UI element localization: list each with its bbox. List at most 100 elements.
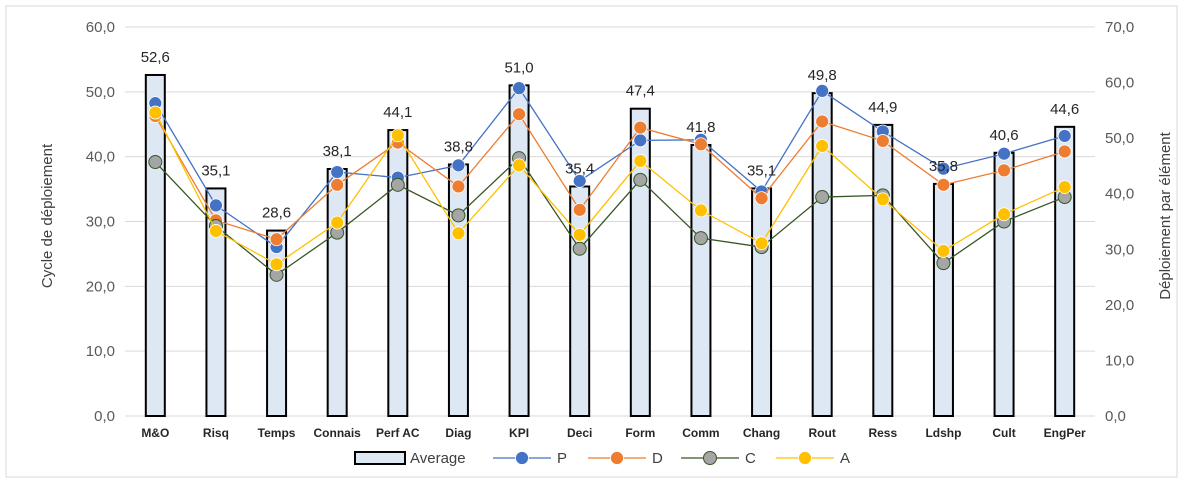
left-tick-label: 0,0 xyxy=(94,408,115,425)
bar-average xyxy=(751,187,773,417)
legend-label-c: C xyxy=(745,450,756,467)
legend-marker xyxy=(515,451,529,465)
point-a xyxy=(572,227,587,242)
legend-label-d: D xyxy=(652,450,663,467)
category-label: KPI xyxy=(509,426,529,440)
point-a xyxy=(875,192,890,207)
point-p xyxy=(997,146,1011,161)
point-a xyxy=(815,139,830,153)
legend-swatch-average xyxy=(354,451,406,465)
bar-value-label: 35,8 xyxy=(929,158,958,175)
legend-item-p: P xyxy=(493,450,567,467)
point-d xyxy=(269,232,284,247)
point-d xyxy=(572,202,587,217)
point-d xyxy=(694,137,708,152)
bar-average xyxy=(508,84,530,417)
line-series-d xyxy=(148,107,1072,247)
line-series-group xyxy=(148,81,1072,282)
category-label: Connais xyxy=(314,426,362,440)
right-tick-label: 0,0 xyxy=(1105,408,1126,425)
right-tick-label: 50,0 xyxy=(1105,130,1134,147)
point-a xyxy=(148,105,163,120)
category-label: Perf AC xyxy=(376,426,420,440)
right-tick-label: 20,0 xyxy=(1105,297,1134,314)
category-label: Form xyxy=(625,426,655,440)
point-c xyxy=(451,208,466,223)
line-series-a xyxy=(148,105,1072,272)
right-tick-label: 40,0 xyxy=(1105,186,1134,203)
point-d xyxy=(330,177,345,192)
point-p xyxy=(209,198,223,213)
point-c xyxy=(815,190,830,205)
point-d xyxy=(815,114,830,129)
point-c xyxy=(693,231,708,246)
point-p xyxy=(815,84,830,98)
right-tick-label: 10,0 xyxy=(1105,352,1134,369)
point-c xyxy=(633,172,648,187)
bar-value-label: 51,0 xyxy=(504,59,533,76)
bar-average xyxy=(872,123,894,417)
right-tick-label: 70,0 xyxy=(1105,19,1134,36)
right-axis-title: Déploiement par élément xyxy=(1157,131,1174,299)
category-label: Temps xyxy=(258,426,296,440)
point-a xyxy=(694,203,708,218)
bar-value-label: 35,1 xyxy=(201,162,230,179)
point-a xyxy=(633,154,648,168)
bar-value-label: 49,8 xyxy=(808,67,837,84)
bar-value-label: 28,6 xyxy=(262,205,291,222)
bar-value-label: 38,1 xyxy=(323,143,352,160)
left-tick-label: 50,0 xyxy=(86,84,115,101)
axes: 0,0 10,0 20,0 30,0 40,0 50,0 60,0 0,0 10,0 20,0 30… xyxy=(86,19,1134,440)
legend: Average P D C A xyxy=(354,450,850,467)
category-label: Cult xyxy=(992,426,1015,440)
category-label: Chang xyxy=(743,426,780,440)
left-tick-label: 40,0 xyxy=(86,149,115,166)
legend-label-p: P xyxy=(557,450,567,467)
series-line xyxy=(154,87,1065,248)
point-a xyxy=(330,215,345,230)
legend-item-d: D xyxy=(588,450,663,467)
point-a xyxy=(1057,180,1072,194)
point-d xyxy=(451,179,466,194)
left-axis-title: Cycle de déploiement xyxy=(39,143,56,288)
legend-marker xyxy=(703,451,717,465)
point-p xyxy=(512,81,526,96)
point-p xyxy=(572,174,587,188)
bar-average xyxy=(205,187,227,417)
point-d xyxy=(754,191,769,206)
point-a xyxy=(754,236,769,251)
bar-value-label: 44,9 xyxy=(868,99,897,116)
point-a xyxy=(936,244,951,258)
point-d xyxy=(875,134,890,148)
bar-value-label: 44,1 xyxy=(383,104,412,121)
chart-border xyxy=(5,5,1178,478)
point-a xyxy=(209,224,223,238)
bar-value-label: 40,6 xyxy=(989,127,1018,144)
point-d xyxy=(997,163,1011,178)
point-p xyxy=(1057,129,1072,143)
legend-marker xyxy=(798,451,812,465)
legend-item-a: A xyxy=(776,450,850,467)
point-p xyxy=(633,133,648,148)
left-tick-label: 60,0 xyxy=(86,19,115,36)
point-d xyxy=(1057,144,1072,159)
point-a xyxy=(451,226,466,241)
bar-value-label: 41,8 xyxy=(686,119,715,136)
bar-average xyxy=(993,151,1015,417)
left-tick-label: 20,0 xyxy=(86,278,115,295)
bar-average xyxy=(1054,125,1076,418)
bar-value-label: 38,8 xyxy=(444,138,473,155)
bar-value-label: 47,4 xyxy=(626,83,655,100)
point-c xyxy=(936,256,951,271)
category-label: M&O xyxy=(141,426,169,440)
category-label: Comm xyxy=(682,426,719,440)
point-p xyxy=(451,158,466,173)
bar-average xyxy=(690,143,712,417)
legend-label-average: Average xyxy=(410,450,466,467)
bar-average xyxy=(326,167,348,417)
category-label: EngPer xyxy=(1044,426,1086,440)
point-a xyxy=(997,207,1011,222)
legend-marker xyxy=(610,451,624,465)
